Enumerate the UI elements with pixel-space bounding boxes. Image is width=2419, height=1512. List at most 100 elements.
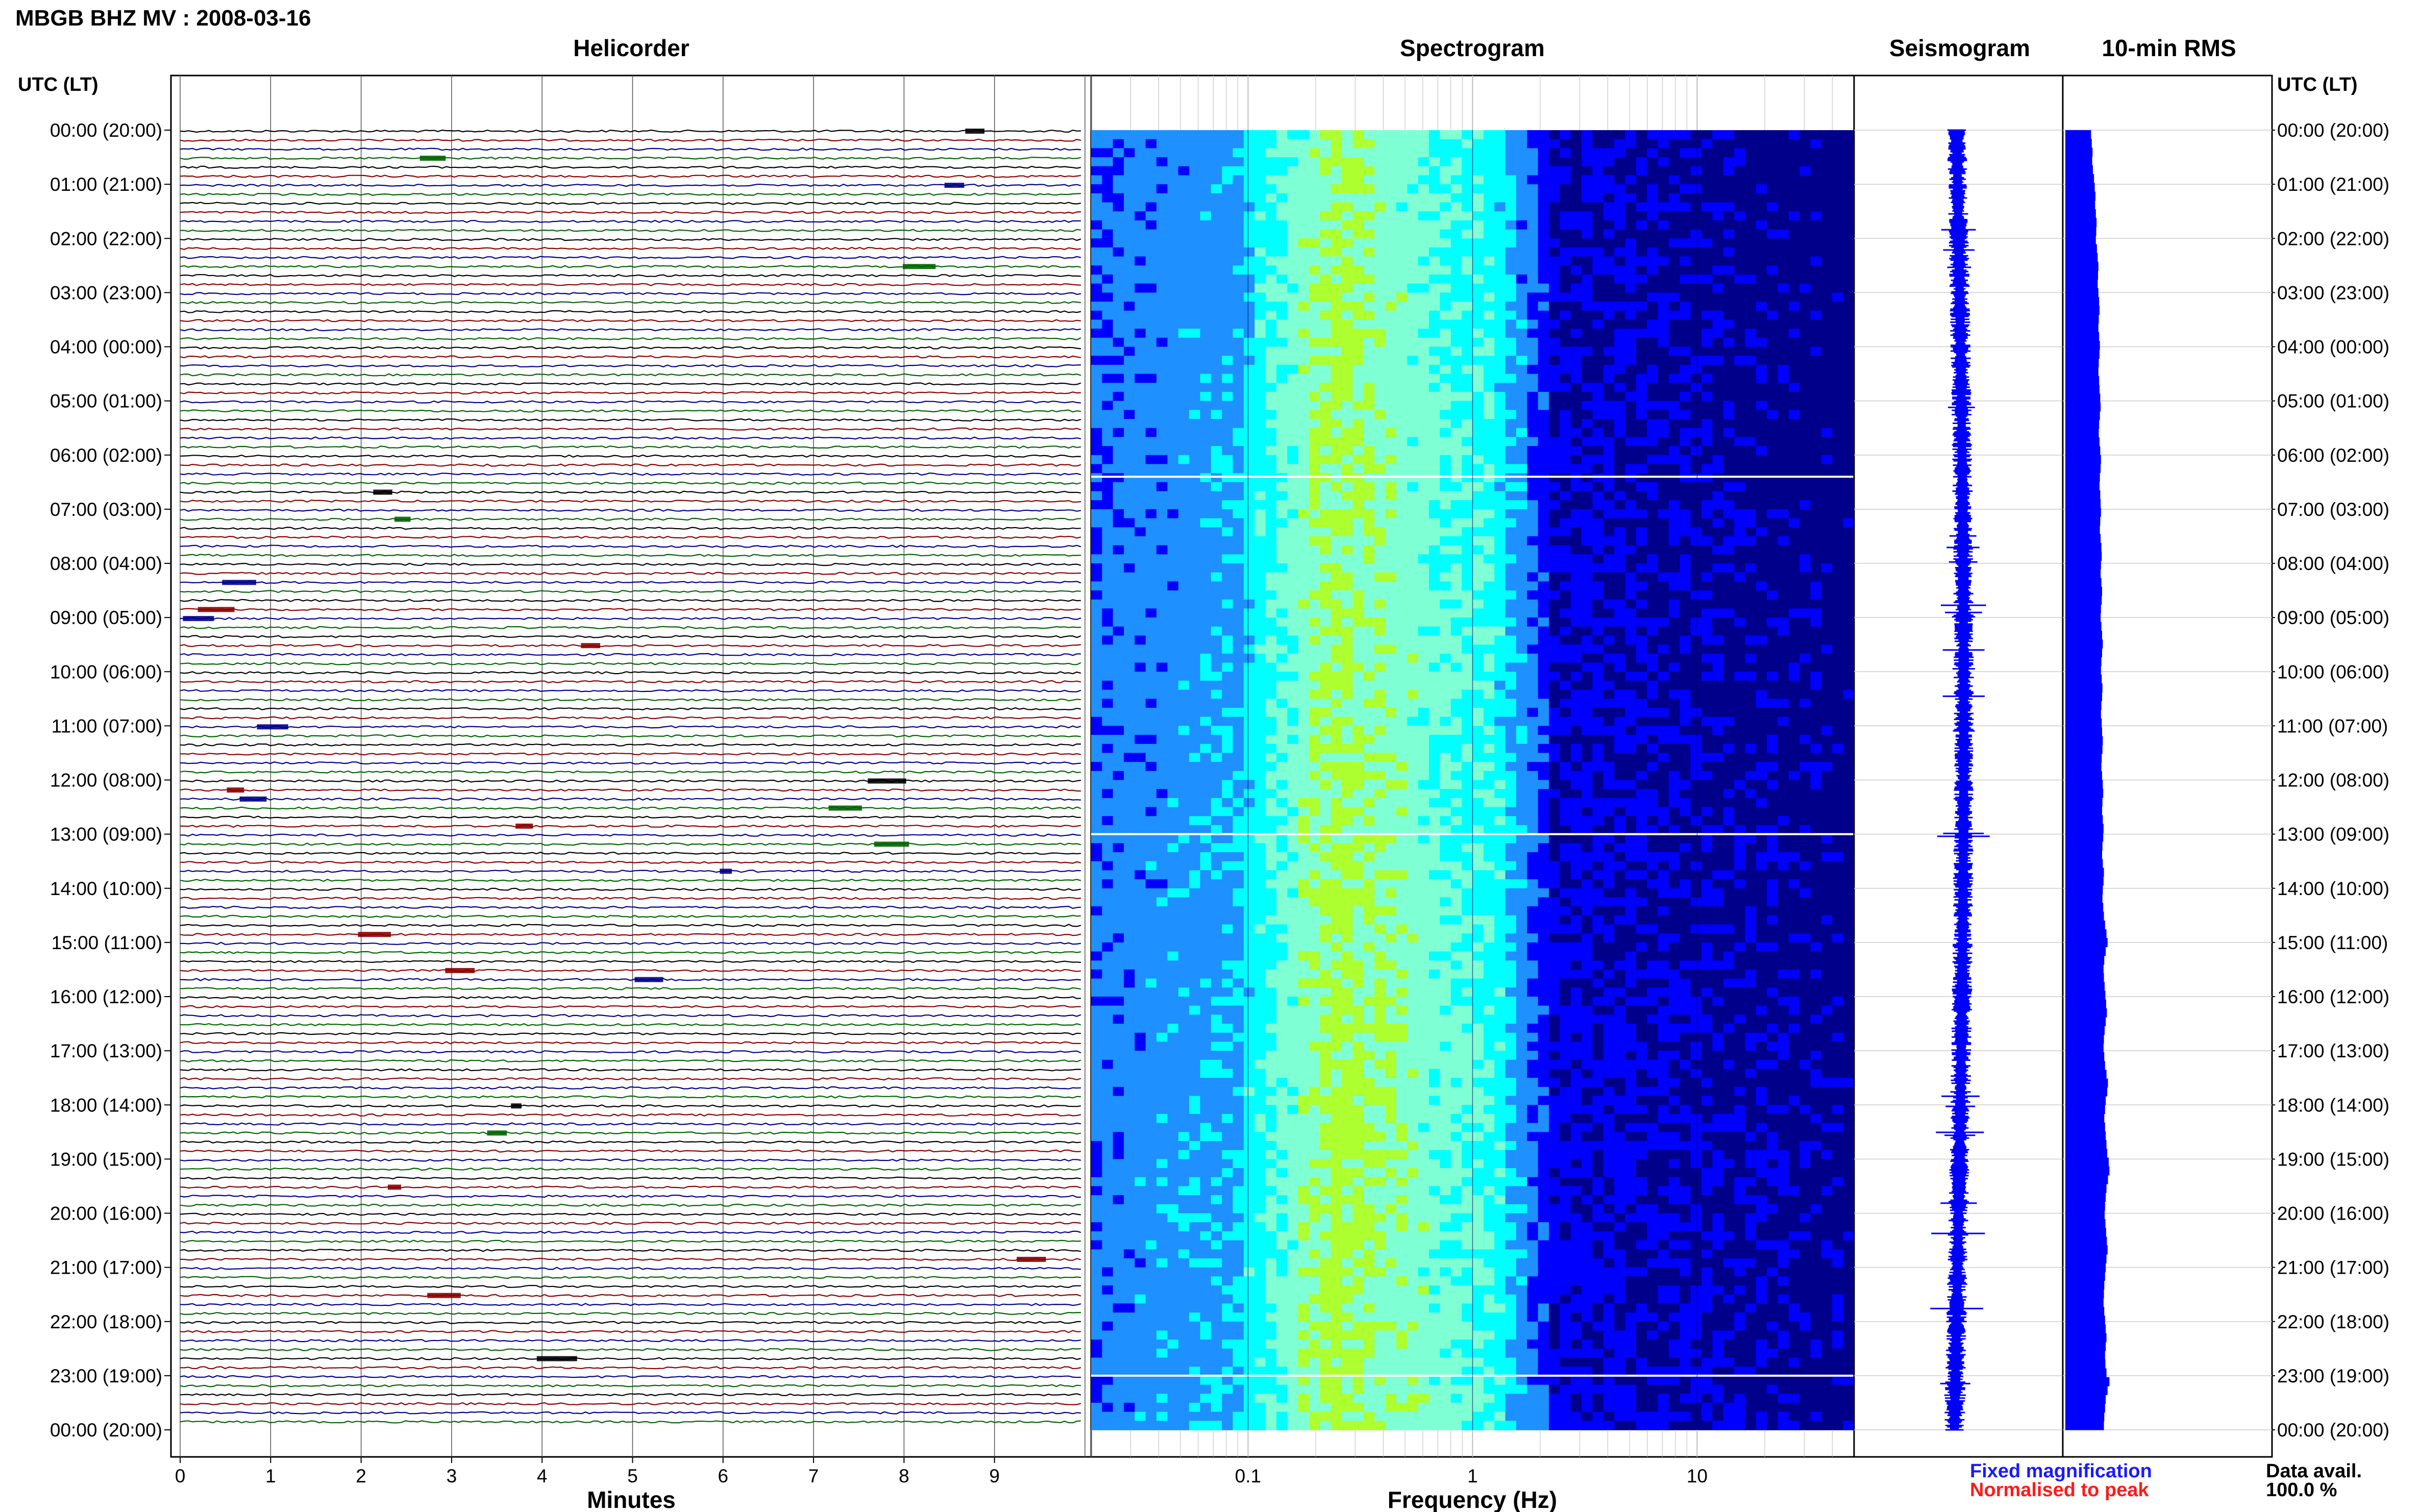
spectrogram-cell [1723,283,1735,293]
spectrogram-cell [1276,473,1288,483]
spectrogram-cell [1124,446,1136,456]
spectrogram-cell [1483,509,1495,519]
spectrogram-cell [1450,419,1462,429]
spectrogram-cell [1124,527,1136,537]
spectrogram-cell [1450,356,1462,365]
spectrogram-cell [1767,617,1779,627]
spectrogram-cell [1134,590,1146,600]
spectrogram-cell [1472,302,1484,311]
spectrogram-cell [1799,563,1811,573]
spectrogram-cell [1363,220,1375,230]
spectrogram-cell [1342,364,1353,375]
spectrogram-cell [1745,184,1757,194]
spectrogram-cell [1472,220,1484,230]
spectrogram-cell [1680,383,1691,392]
spectrogram-cell [1200,536,1212,546]
spectrogram-cell [1516,735,1528,745]
spectrogram-cell [1200,699,1212,708]
spectrogram-cell [1723,662,1735,673]
spectrogram-cell [1734,473,1746,483]
spectrogram-cell [1756,491,1767,501]
spectrogram-cell [1701,391,1713,402]
spectrogram-cell [1102,645,1114,654]
spectrogram-cell [1527,229,1539,239]
spectrogram-cell [1244,302,1255,311]
spectrogram-cell [1505,518,1517,528]
spectrogram-cell [1734,283,1746,293]
spectrogram-cell [1211,275,1223,284]
spectrogram-cell [1385,202,1397,212]
spectrogram-cell [1810,509,1822,519]
spectrogram-cell [1276,401,1288,411]
spectrogram-cell [1603,256,1615,266]
spectrogram-cell [1560,635,1571,645]
spectrogram-cell [1472,545,1484,555]
spectrogram-cell [1254,374,1266,384]
spectrogram-cell [1701,139,1713,149]
spectrogram-cell [1374,148,1386,158]
spectrogram-cell [1287,437,1299,447]
spectrogram-cell [1832,364,1844,375]
spectrogram-cell [1494,689,1506,700]
spectrogram-cell [1810,139,1822,149]
spectrogram-cell [1832,662,1844,673]
spectrogram-cell [1799,211,1811,221]
spectrogram-cell [1462,337,1473,348]
spectrogram-cell [1767,356,1779,365]
spectrogram-cell [1658,346,1669,356]
spectrogram-cell [1450,139,1462,149]
spectrogram-cell [1091,329,1103,338]
spectrogram-cell [1418,518,1429,528]
spectrogram-cell [1538,391,1549,402]
spectrogram-cell [1734,708,1746,717]
spectrogram-cell [1810,148,1822,158]
spectrogram-cell [1418,473,1429,483]
spectrogram-cell [1549,139,1561,149]
spectrogram-cell [1352,500,1364,510]
spectrogram-cell [1494,455,1506,465]
spectrogram-cell [1222,455,1233,465]
spectrogram-cell [1505,527,1517,537]
spectrogram-cell [1647,672,1659,681]
spectrogram-cell [1756,626,1767,636]
spectrogram-cell [1658,617,1669,627]
helicorder-trace [180,129,1081,133]
helicorder-trace [180,1339,1081,1343]
spectrogram-cell [1440,166,1451,176]
spectrogram-cell [1330,166,1343,176]
spectrogram-cell [1298,527,1310,537]
spectrogram-cell [1134,364,1146,375]
spectrogram-cell [1189,680,1201,690]
spectrogram-cell [1483,193,1495,203]
spectrogram-cell [1614,383,1626,392]
spectrogram-cell [1647,337,1659,348]
spectrogram-cell [1570,184,1582,194]
spectrogram-cell [1134,329,1146,338]
spectrogram-cell [1309,455,1321,465]
spectrogram-cell [1222,374,1233,384]
spectrogram-cell [1450,319,1462,329]
spectrogram-cell [1668,482,1681,492]
spectrogram-cell [1265,275,1277,284]
spectrogram-cell [1320,473,1331,483]
spectrogram-cell [1276,581,1288,591]
spectrogram-cell [1265,617,1277,627]
spectrogram-cell [1799,319,1811,329]
spectrogram-cell [1767,175,1779,185]
spectrogram-cell [1636,401,1648,411]
helicorder-trace [180,1158,1081,1162]
spectrogram-cell [1254,608,1266,618]
spectrogram-cell [1145,563,1157,573]
spectrogram-cell [1680,672,1691,681]
spectrogram-cell [1156,337,1168,348]
spectrogram-cell [1211,689,1223,700]
spectrogram-cell [1342,202,1353,212]
spectrogram-cell [1145,211,1157,221]
spectrogram-cell [1254,292,1266,302]
helicorder-trace [180,472,1081,476]
spectrogram-cell [1734,645,1746,654]
spectrogram-cell [1582,464,1593,474]
spectrogram-cell [1560,283,1571,293]
spectrogram-cell [1843,545,1855,555]
spectrogram-cell [1516,563,1528,573]
